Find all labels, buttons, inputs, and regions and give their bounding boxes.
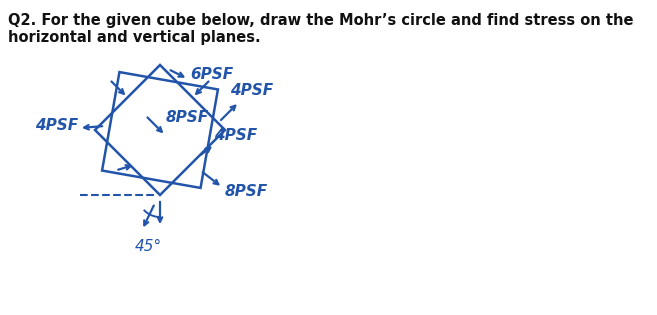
Text: 8PSF: 8PSF xyxy=(225,185,267,199)
Text: 4PSF: 4PSF xyxy=(35,118,78,134)
Text: 45°: 45° xyxy=(135,239,162,254)
Text: horizontal and vertical planes.: horizontal and vertical planes. xyxy=(8,30,261,45)
Text: 4PSF: 4PSF xyxy=(214,128,258,142)
Text: 8PSF: 8PSF xyxy=(166,111,209,125)
Text: 6PSF: 6PSF xyxy=(190,67,233,82)
Text: 4PSF: 4PSF xyxy=(230,83,273,98)
Text: Q2. For the given cube below, draw the Mohr’s circle and find stress on the: Q2. For the given cube below, draw the M… xyxy=(8,13,633,28)
